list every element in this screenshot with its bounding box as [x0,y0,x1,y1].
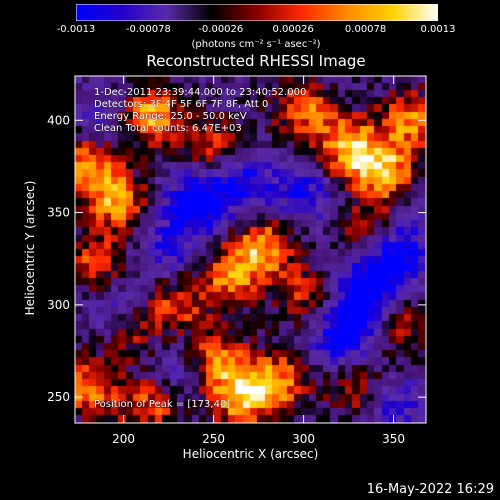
colorbar-tick-label: -0.00026 [198,24,244,35]
clean-counts-label: Clean Total counts: 6.47E+03 [94,123,242,134]
y-tick-label: 300 [47,298,70,312]
colorbar-tick-label: 0.00026 [272,24,314,35]
time-range-label: 1-Dec-2011 23:39:44.000 to 23:40:52.000 [94,87,307,98]
colorbar-unit-label: (photons cm⁻² s⁻¹ asec⁻²) [191,39,321,50]
chart-title: Reconstructed RHESSI Image [146,52,366,70]
x-tick-label: 300 [292,432,315,446]
y-tick-label: 350 [47,206,70,220]
x-tick-label: 250 [202,432,225,446]
colorbar-tick-label: 0.0013 [420,24,456,35]
x-tick-label: 350 [382,432,405,446]
y-tick-label: 250 [47,390,70,404]
x-tick-label: 200 [112,432,135,446]
plot-frame [74,75,427,424]
detectors-label: Detectors: 3F 4F 5F 6F 7F 8F, Att 0 [94,99,269,110]
heatmap-plot [75,76,426,423]
timestamp: 16-May-2022 16:29 [366,482,494,497]
y-axis-label: Heliocentric Y (arcsec) [23,180,37,316]
colorbar-tick-label: -0.0013 [56,24,96,35]
peak-position-label: Position of Peak = [173,40] [94,399,231,410]
colorbar-tick-label: -0.00078 [125,24,171,35]
colorbar-gradient [76,4,438,21]
heatmap-image [75,76,426,423]
x-axis-label: Heliocentric X (arcsec) [182,447,319,461]
y-tick-label: 400 [47,113,70,127]
colorbar-tick-label: 0.00078 [344,24,387,35]
colorbar [76,4,438,21]
energy-range-label: Energy Range: 25.0 - 50.0 keV [94,111,247,122]
